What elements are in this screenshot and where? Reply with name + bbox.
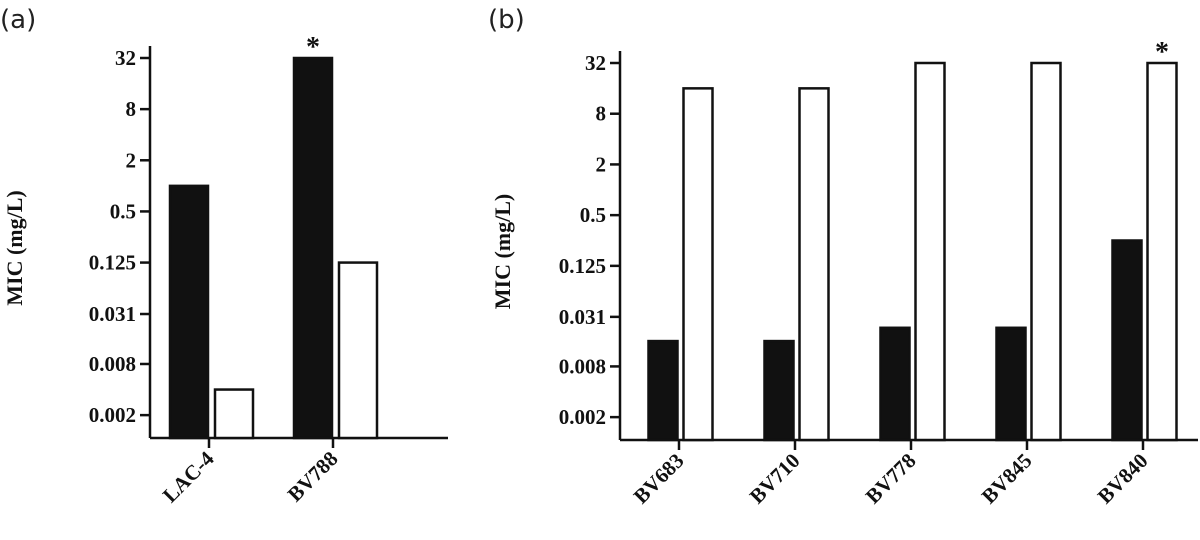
bar — [1030, 61, 1062, 442]
significance-marker: * — [1155, 37, 1169, 68]
bar — [213, 388, 255, 440]
x-tick-label: LAC-4 — [158, 446, 219, 507]
bar — [168, 184, 210, 440]
y-tick-label: 32 — [115, 46, 136, 70]
bar — [337, 261, 379, 440]
y-axis-title: MIC (mg/L) — [490, 194, 515, 309]
y-axis-title: MIC (mg/L) — [2, 190, 27, 305]
y-tick-label: 0.125 — [559, 254, 606, 278]
panel-label: (a) — [0, 5, 36, 35]
y-tick-label: 0.125 — [89, 251, 136, 275]
bar — [914, 61, 946, 442]
bar — [995, 326, 1027, 442]
bar — [1111, 239, 1143, 442]
panel-label: (b) — [488, 5, 525, 35]
bar — [798, 87, 830, 442]
bar — [879, 326, 911, 442]
y-tick-label: 32 — [585, 51, 606, 75]
panel-b: (b) MIC (mg/L) 0.002 0.008 0.031 0.125 0.5 2 8 32… — [488, 5, 1198, 508]
x-tick-label: BV840 — [1093, 449, 1153, 509]
y-tick-label: 0.008 — [89, 352, 136, 376]
bar — [682, 87, 714, 442]
x-tick-label: BV683 — [629, 449, 689, 509]
y-tick-label: 0.5 — [110, 199, 136, 223]
bar — [292, 56, 334, 440]
y-tick-label: 0.031 — [559, 305, 606, 329]
x-tick-label: BV845 — [977, 449, 1037, 509]
bar — [647, 339, 679, 442]
x-tick-label: BV788 — [283, 447, 343, 507]
significance-marker: * — [306, 32, 320, 63]
x-tick-label: BV778 — [861, 449, 921, 509]
y-tick-label: 0.002 — [89, 403, 136, 427]
y-tick-label: 0.031 — [89, 302, 136, 326]
y-tick-label: 0.008 — [559, 354, 606, 378]
y-tick-label: 0.002 — [559, 405, 606, 429]
y-tick-label: 2 — [126, 148, 137, 172]
y-tick-label: 2 — [596, 152, 607, 176]
x-tick-label: BV710 — [745, 449, 805, 509]
y-tick-label: 8 — [596, 102, 607, 126]
bar — [763, 339, 795, 442]
y-tick-label: 0.5 — [580, 203, 606, 227]
bar — [1146, 61, 1178, 442]
panel-a: (a) MIC (mg/L) 0.002 0.008 0.031 0.125 0.5 2 8 32… — [0, 5, 448, 507]
y-tick-label: 8 — [126, 97, 137, 121]
